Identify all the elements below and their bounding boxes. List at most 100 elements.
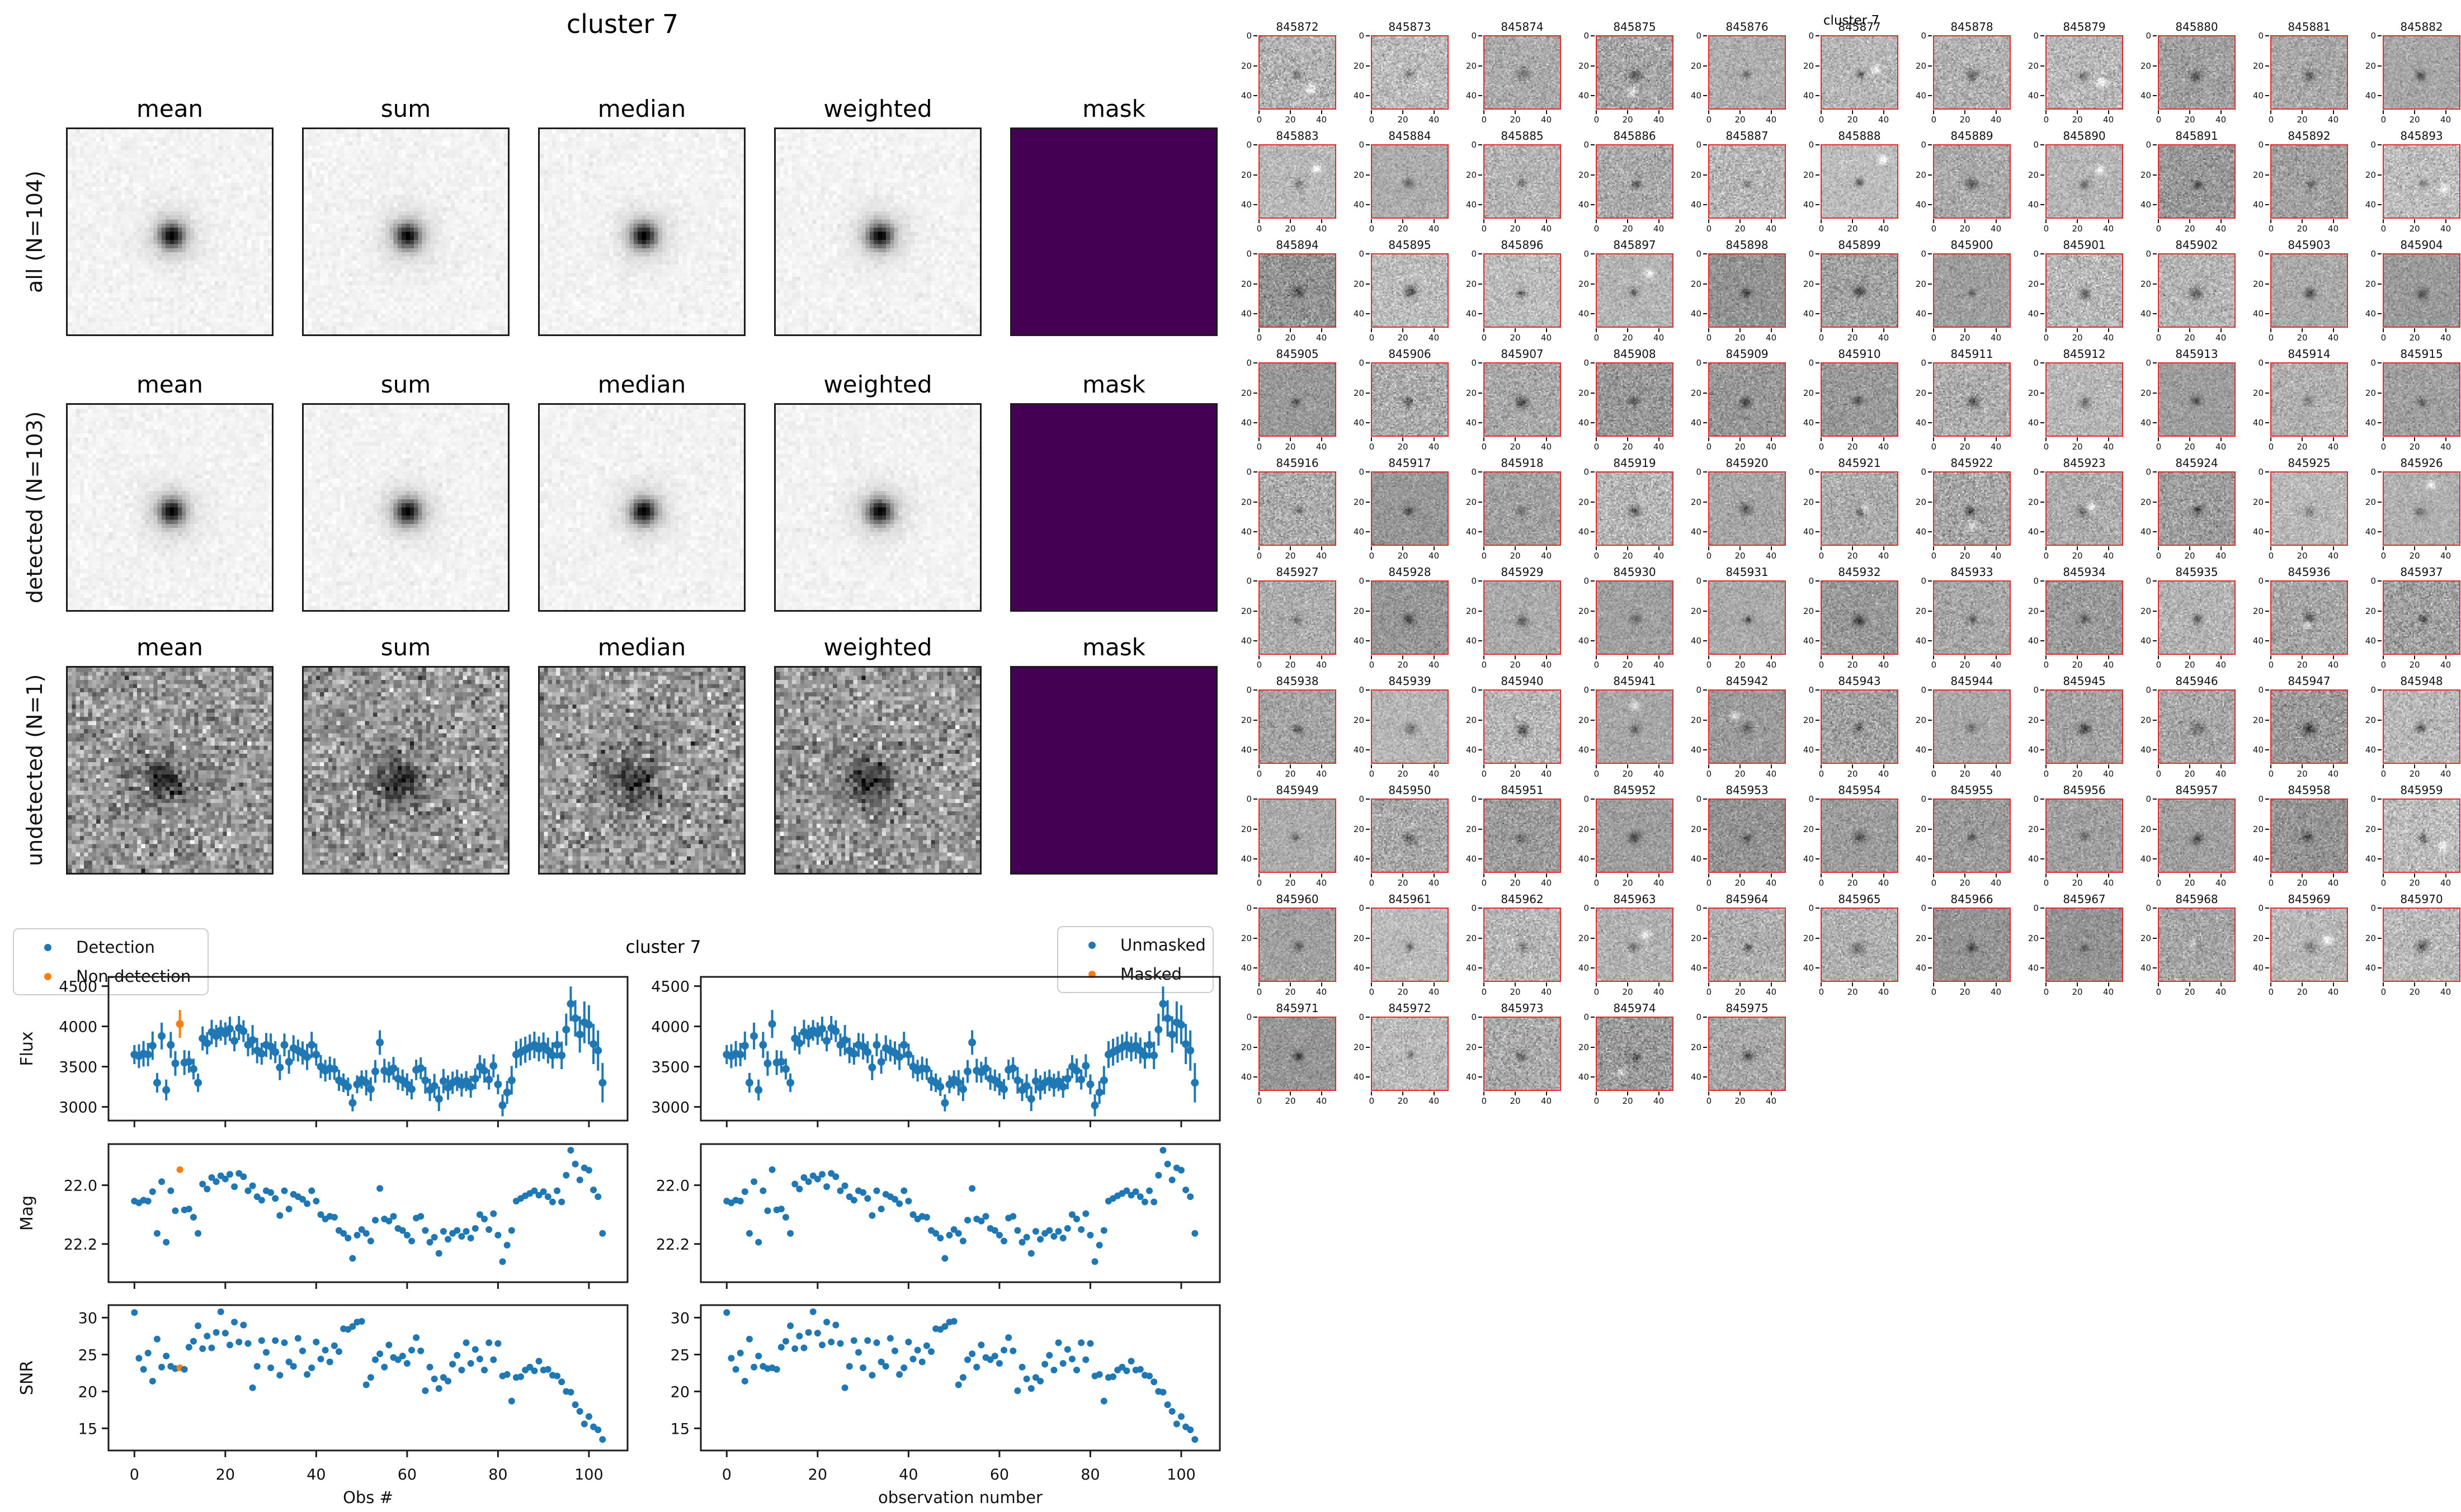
y-tick-label: 0 [1359, 31, 1364, 41]
y-tick-mark [1591, 640, 1595, 641]
cutout-cell: 845875 0 0 20 20 40 40 [1578, 20, 1673, 125]
cutout-box [2270, 362, 2348, 437]
x-tick-mark [1821, 764, 1822, 768]
y-tick-mark [1591, 1017, 1595, 1018]
masking-legend: Unmasked Masked [1057, 926, 1214, 993]
x-tick-label: 80 [488, 1466, 507, 1483]
cutout-cell: 845906 0 0 20 20 40 40 [1354, 347, 1449, 452]
stamp-panel [302, 127, 510, 336]
stack-column-title: mean [136, 95, 204, 122]
x-tick-label: 0 [1706, 442, 1712, 452]
x-tick-mark [2270, 437, 2272, 441]
x-tick-label: 20 [1285, 878, 1296, 888]
cutout-box [1371, 253, 1449, 328]
x-tick-mark [1596, 655, 1597, 659]
y-tick-label: 20 [2140, 606, 2151, 616]
y-tick-label: 20 [2028, 606, 2039, 616]
x-tick-label: 20 [2072, 333, 2083, 343]
y-tick-label: 20 [1465, 388, 1477, 398]
x-tick-mark [2413, 546, 2415, 550]
x-tick-mark [1402, 546, 1403, 550]
x-tick-label: 20 [2184, 769, 2195, 779]
y-tick-label: 40 [1578, 1071, 1589, 1082]
cutout-title: 845949 [1276, 783, 1319, 797]
cutout-title: 845937 [2400, 565, 2443, 579]
y-tick-label: 20 [2140, 60, 2151, 71]
x-tick-label: 20 [1285, 660, 1296, 670]
y-tick-label: 20 [2365, 497, 2376, 507]
y-tick-mark [2378, 908, 2382, 909]
y-tick-label: 0 [1359, 140, 1364, 150]
y-tick-mark [1591, 1076, 1595, 1078]
cutout-cell: 845888 0 0 20 20 40 40 [1803, 129, 1898, 234]
masked-marker-icon [1088, 970, 1096, 978]
x-tick-label: 0 [1593, 769, 1600, 779]
x-tick-mark [2270, 655, 2272, 659]
y-tick-mark [2153, 580, 2157, 582]
x-tick-mark [1626, 219, 1628, 223]
y-tick-label: 40 [1353, 526, 1364, 537]
cutout-cell: 845922 0 0 20 20 40 40 [1916, 456, 2011, 561]
cutout-image [1260, 254, 1335, 327]
cutout-image [1597, 145, 1672, 218]
cutout-box [1371, 580, 1449, 655]
y-tick-mark [2040, 204, 2044, 205]
x-tick-label: 20 [1622, 987, 1633, 997]
y-tick-label: 20 [2028, 278, 2039, 289]
cutout-cell: 845946 0 0 20 20 40 40 [2141, 674, 2236, 779]
cutout-cell: 845959 0 0 20 20 40 40 [2365, 783, 2460, 888]
y-tick-mark [2378, 392, 2382, 394]
y-tick-mark [2153, 253, 2157, 255]
x-tick-mark [1883, 328, 1884, 332]
x-tick-mark [2445, 219, 2446, 223]
x-tick-label: 0 [1593, 115, 1600, 125]
y-tick-label: 20 [1241, 824, 1252, 834]
cutout-title: 845881 [2288, 20, 2331, 34]
cutout-cell: 845957 0 0 20 20 40 40 [2141, 783, 2236, 888]
y-tick-mark [1478, 283, 1482, 285]
cutout-title: 845913 [2175, 347, 2218, 361]
x-tick-label: 40 [1991, 115, 2002, 125]
y-tick-label: 0 [1583, 467, 1589, 478]
y-tick-label: 0 [1471, 31, 1477, 41]
x-tick-mark [1258, 110, 1260, 114]
y-tick-mark [1816, 531, 1819, 532]
y-tick-mark [2378, 640, 2382, 641]
cutout-title: 845889 [1950, 129, 1993, 143]
y-tick-label: 40 [1690, 962, 1701, 973]
x-tick-label: 0 [2268, 987, 2274, 997]
y-tick-mark [1253, 392, 1257, 394]
y-tick-label: 20 [1690, 278, 1701, 289]
x-tick-label: 40 [2103, 551, 2114, 561]
y-tick-label: 40 [2140, 417, 2151, 428]
x-tick-label: 40 [2215, 987, 2227, 997]
cutout-title: 845952 [1613, 783, 1656, 797]
x-tick-label: 20 [1622, 442, 1633, 452]
mask-image [1012, 668, 1216, 873]
x-tick-mark [1321, 546, 1322, 550]
y-tick-mark [1591, 749, 1595, 750]
y-tick-mark [2153, 937, 2157, 939]
cutout-box [2270, 689, 2348, 764]
x-tick-mark [2158, 764, 2160, 768]
x-tick-label: 40 [2215, 878, 2227, 888]
cutout-cell: 845897 0 0 20 20 40 40 [1578, 238, 1673, 343]
y-tick-mark [2265, 937, 2269, 939]
y-tick-label: 40 [2252, 417, 2264, 428]
y-tick-mark [2153, 392, 2157, 394]
y-tick-label: 40 [1241, 526, 1252, 537]
y-tick-label: 0 [2033, 903, 2039, 914]
y-tick-label: 40 [1465, 962, 1477, 973]
stamp-panel [66, 127, 274, 336]
x-tick-mark [1739, 982, 1741, 986]
y-tick-mark [1703, 967, 1707, 968]
cutout-title: 845933 [1950, 565, 1993, 579]
cutout-cell: 845967 0 0 20 20 40 40 [2028, 892, 2123, 997]
cutout-title: 845892 [2288, 129, 2331, 143]
y-tick-mark [1478, 580, 1482, 582]
scatter-points-group [130, 986, 607, 1117]
x-tick-label: 20 [1285, 224, 1296, 234]
x-tick-mark [1402, 655, 1403, 659]
y-tick-label: 40 [1353, 744, 1364, 755]
x-tick-mark [1371, 982, 1373, 986]
